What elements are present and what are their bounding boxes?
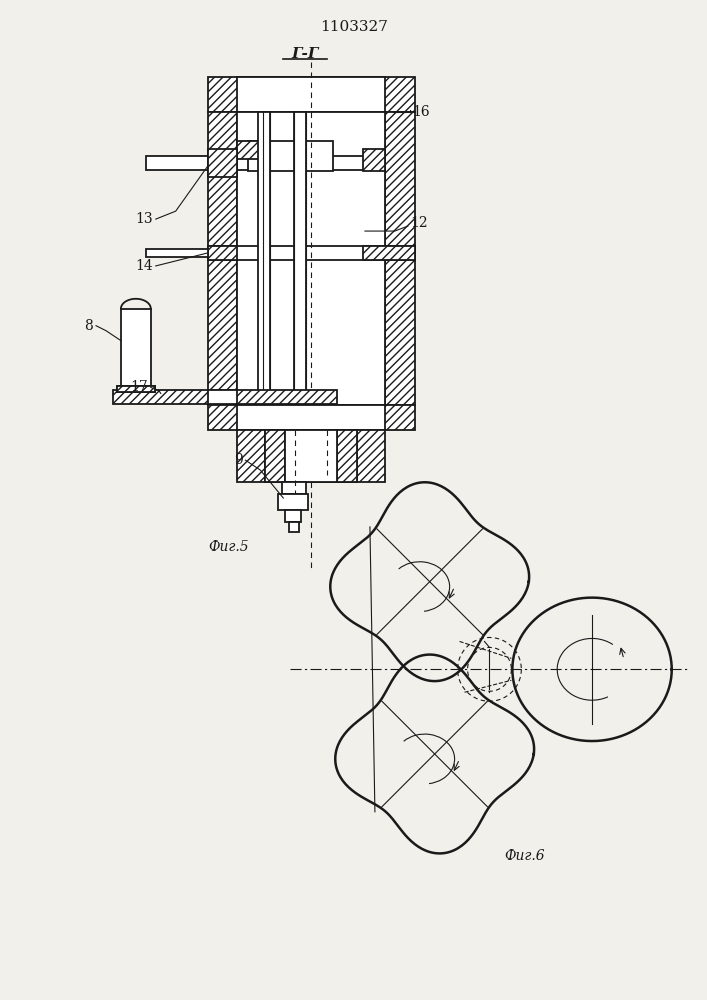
Text: 17: 17 [130,380,148,394]
Bar [285,510,301,522]
Bar [238,405,385,430]
Text: 1103327: 1103327 [320,20,388,34]
Bar [208,405,415,430]
Bar [113,390,337,404]
Bar [258,112,270,430]
Bar [208,246,238,260]
Bar [294,112,306,430]
Bar [238,112,385,405]
Bar [248,141,333,171]
Bar [279,494,308,510]
Bar [337,430,357,482]
Bar [285,430,337,482]
Text: 9: 9 [234,453,243,467]
Text: 16: 16 [413,105,431,119]
Bar [265,430,357,482]
Bar [121,309,151,388]
Bar [208,390,238,404]
Bar [238,141,267,159]
Bar [363,149,385,171]
Bar [208,246,415,260]
Text: 13: 13 [135,212,153,226]
Text: Фиг.6: Фиг.6 [504,849,545,863]
Bar [238,430,385,482]
Text: 12: 12 [411,216,428,230]
Bar [363,246,415,260]
Bar [146,156,208,170]
Bar [265,430,285,482]
Bar [208,112,238,405]
Text: Г-Г: Г-Г [291,47,319,61]
Bar [146,249,208,257]
Bar [289,522,299,532]
Bar [238,156,385,170]
Bar [238,77,385,112]
Text: 14: 14 [135,259,153,273]
Bar [208,149,238,177]
Bar [117,386,155,392]
Text: 8: 8 [84,319,93,333]
Bar [282,482,306,494]
Bar [208,77,415,112]
Bar [117,386,155,392]
Bar [385,112,415,405]
Text: Фиг.5: Фиг.5 [208,540,249,554]
